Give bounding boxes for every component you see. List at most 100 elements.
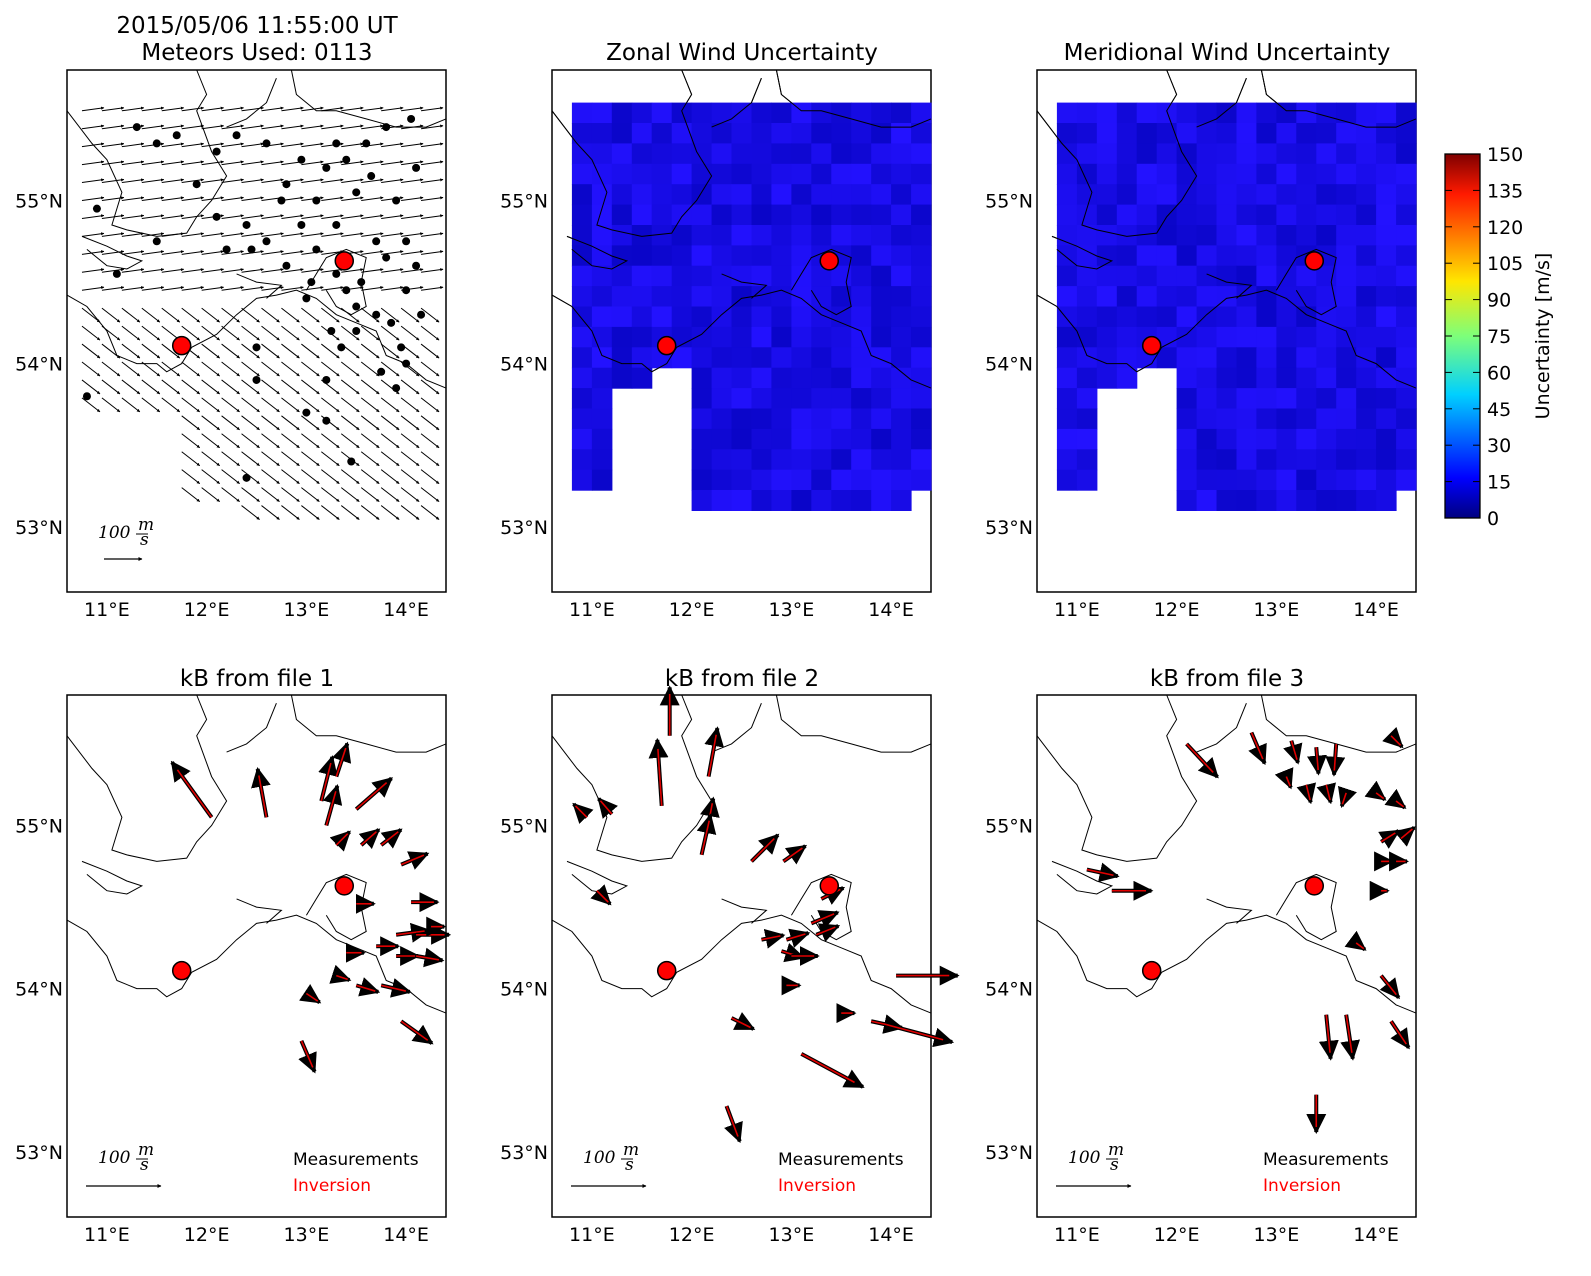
wind-vector [241,307,260,323]
uncertainty-cell [1296,163,1317,185]
uncertainty-cell [751,326,772,348]
uncertainty-cell [611,184,633,206]
meteor-point [417,310,426,319]
wind-vector [101,379,121,395]
wind-vector [360,325,380,341]
uncertainty-cell [691,490,713,511]
scale-key-unit-top: m [138,1140,154,1160]
uncertainty-cell [811,225,832,246]
uncertainty-cell [671,143,693,165]
uncertainty-cell [811,326,832,348]
uncertainty-cell [1056,245,1078,267]
wind-vector [201,160,224,166]
inversion-arrow [325,791,337,826]
uncertainty-cell [891,225,912,246]
uncertainty-cell [1296,347,1317,369]
wind-vector [161,106,185,112]
uncertainty-cell [1136,245,1158,267]
inversion-arrow [1325,1014,1331,1053]
wind-vector [340,415,360,431]
uncertainty-cell [911,184,932,206]
uncertainty-cell [1236,347,1257,369]
uncertainty-cell [691,347,713,369]
uncertainty-cell [1236,408,1257,430]
uncertainty-cell [1276,102,1297,124]
uncertainty-cell [831,184,852,206]
uncertainty-cell [571,306,593,328]
wind-vector [381,268,404,273]
uncertainty-cell [1176,204,1198,226]
wind-vector [420,505,440,520]
uncertainty-cell [1176,265,1198,287]
uncertainty-cell [591,428,613,450]
uncertainty-cell [1376,143,1397,165]
meridional-panel-title: Meridional Wind Uncertainty [1064,40,1391,66]
uncertainty-cell [1176,469,1198,491]
wind-vector [301,142,324,148]
wind-vector [360,505,380,520]
uncertainty-cell [751,490,772,511]
wind-vector [321,214,344,219]
uncertainty-cell [1396,204,1417,226]
uncertainty-cell [591,469,613,491]
wind-vector [281,433,300,449]
uncertainty-cell [591,143,613,165]
radar-station [171,335,192,356]
uncertainty-cell [891,143,912,165]
uncertainty-cell [1256,490,1277,511]
uncertainty-cell [1336,143,1357,165]
inversion-arrow [1285,776,1291,787]
uncertainty-cells [571,102,932,511]
uncertainty-cell [691,428,713,450]
zonal-uncertainty-panel: 11°E 12°E 13°E 14°E 55°N 54°N 53°N [500,69,932,621]
wind-vector [201,286,224,291]
coastline [66,289,447,389]
uncertainty-cell [1076,204,1098,226]
uncertainty-cell [1316,306,1337,328]
uncertainty-cell [1336,428,1357,450]
coastline [1051,860,1114,895]
wind-vector [221,487,240,502]
wind-vector [141,124,165,130]
uncertainty-cell [871,143,892,165]
uncertainty-cell [831,408,852,430]
uncertainty-cell [651,265,673,287]
uncertainty-cell [1156,184,1178,206]
wind-vector [221,469,240,485]
uncertainty-cell [871,449,892,471]
inversion-arrow [800,1053,855,1084]
scale-key-file1: 100 m s [86,1140,162,1189]
wind-vector [420,196,444,201]
uncertainty-cell [831,490,852,511]
uncertainty-cell [1116,204,1138,226]
uncertainty-cell [811,306,832,328]
inversion-arrow [360,831,377,846]
wind-vector [221,361,240,377]
uncertainty-cell [611,306,633,328]
wind-vector [221,451,240,467]
uncertainty-cell [1156,225,1178,246]
uncertainty-cell [851,286,872,308]
uncertainty-cell [1176,102,1198,124]
wind-vector [420,268,444,273]
uncertainty-cell [831,469,852,491]
wind-vector [381,106,404,112]
uncertainty-cell [1256,326,1277,348]
wind-vector [181,379,201,395]
wind-vector [141,379,161,395]
uncertainty-cell [1076,286,1098,308]
uncertainty-cell [1156,102,1178,124]
uncertainty-cell [791,265,812,287]
uncertainty-cell [1356,347,1377,369]
uncertainty-cell [831,428,852,450]
wind-vector [340,361,360,377]
wind-vector [241,505,260,520]
wind-vector [221,142,244,148]
meteor-point [312,245,321,254]
meteor-point [392,196,401,205]
uncertainty-cell [871,490,892,511]
wind-vector [101,214,125,219]
meteor-point [352,302,361,311]
uncertainty-cell [1296,265,1317,287]
